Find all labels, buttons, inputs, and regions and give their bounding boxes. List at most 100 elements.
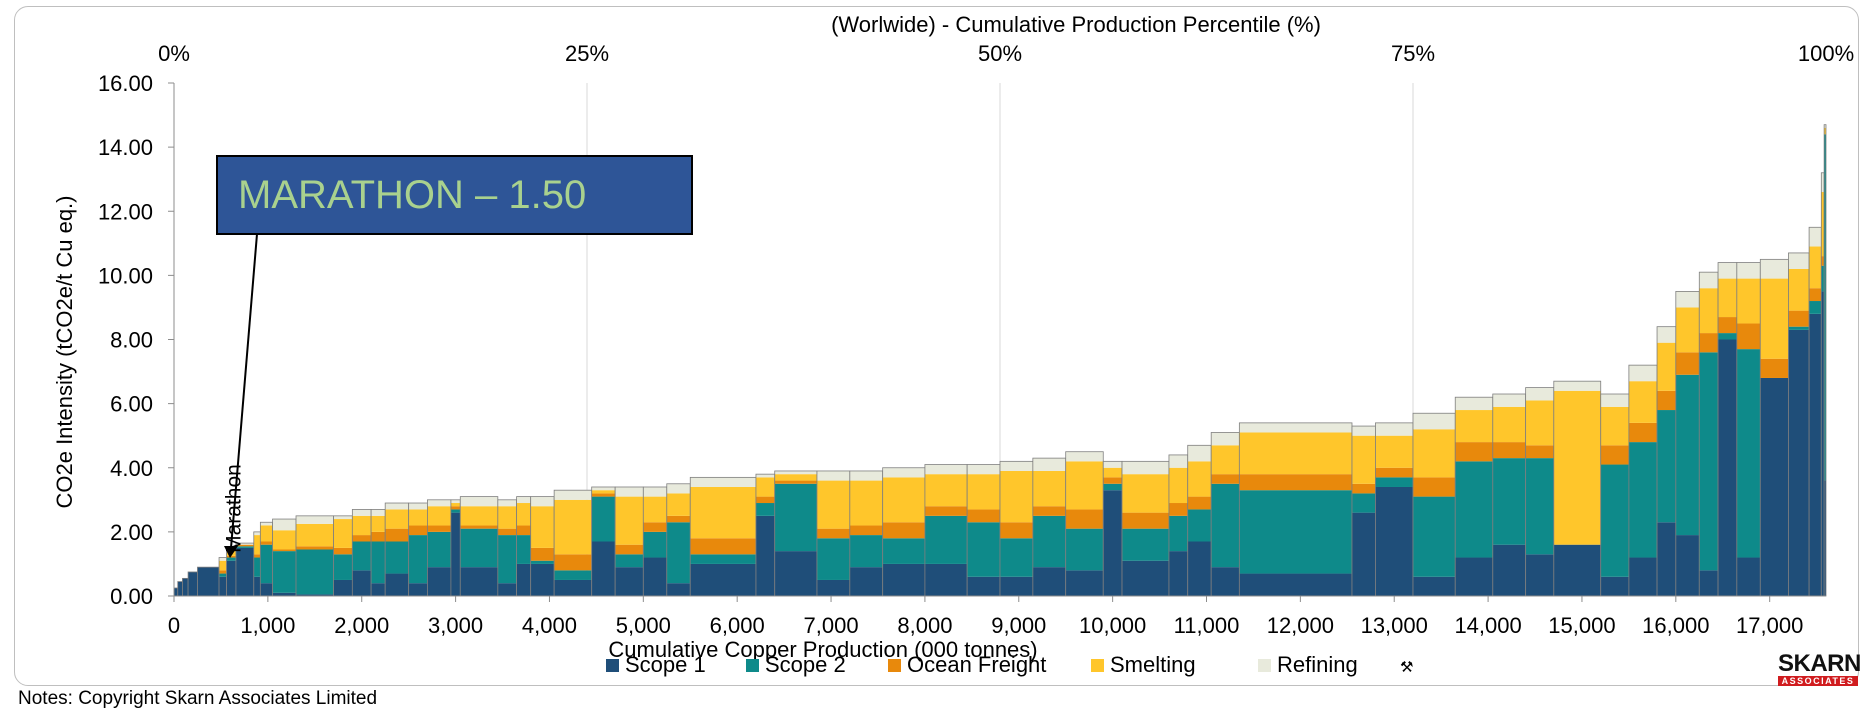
stacked-bar (1032, 457, 1067, 597)
bar-segment-refining (219, 557, 227, 561)
bar-segment-ocean-freight (1065, 509, 1104, 529)
bar-segment-scope-1 (1821, 291, 1825, 596)
bar-segment-smelting (1736, 278, 1761, 324)
bar-segment-smelting (643, 496, 667, 523)
stacked-bar (1675, 291, 1700, 597)
bar-segment-ocean-freight (1000, 522, 1033, 539)
bar-segment-scope-1 (197, 567, 220, 596)
bar-segment-refining (253, 531, 261, 536)
bar-segment-ocean-freight (816, 528, 850, 539)
legend-item-smelting: Smelting (1091, 652, 1196, 677)
x-tick-label: 8,000 (897, 613, 952, 638)
stacked-bar (1454, 396, 1494, 597)
bar-segment-scope-1 (967, 576, 1000, 596)
copyright-notes: Notes: Copyright Skarn Associates Limite… (18, 688, 378, 709)
stacked-bar (666, 483, 691, 597)
callout-arrow (230, 233, 258, 549)
bar-segment-refining (554, 490, 592, 500)
stacked-bar (755, 473, 776, 597)
y-tick-label: 16.00 (98, 71, 153, 96)
bar-segment-scope-1 (1351, 512, 1376, 596)
bar-segment-scope-1 (260, 583, 273, 596)
bar-segment-scope-1 (1103, 490, 1123, 596)
bar-segment-ocean-freight (219, 570, 227, 574)
bar-segment-refining (1675, 291, 1700, 308)
stacked-bar (591, 486, 616, 597)
bar-segment-ocean-freight (352, 535, 372, 542)
bar-segment-refining (333, 515, 353, 520)
stacked-bar (966, 464, 1001, 597)
bar-segment-scope-1 (1600, 576, 1629, 596)
bar-segment-smelting (1718, 278, 1737, 318)
bar-segment-scope-1 (1675, 535, 1700, 596)
bar-segment-scope-2 (530, 560, 555, 564)
bar-segment-scope-2 (1000, 538, 1033, 577)
bar-segment-smelting (967, 474, 1000, 510)
stacked-bar (849, 470, 884, 597)
x-tick-label: 9,000 (991, 613, 1046, 638)
y-tick-label: 0.00 (110, 584, 153, 609)
bar-segment-refining (1788, 252, 1810, 269)
legend-item-scope-1: Scope 1 (606, 652, 706, 677)
bar-segment-scope-1 (408, 583, 428, 596)
bar-segment-ocean-freight (450, 506, 461, 510)
bar-segment-ocean-freight (967, 509, 1000, 523)
bar-segment-scope-1 (385, 573, 409, 596)
stacked-bar (370, 509, 386, 597)
bar-segment-scope-2 (352, 541, 372, 571)
bar-segment-refining (1736, 262, 1761, 279)
bar-segment-refining (1168, 454, 1188, 468)
stacked-bar (182, 577, 189, 597)
bar-segment-scope-1 (774, 551, 817, 596)
bar-segment-scope-2 (408, 535, 428, 584)
bar-segment-scope-2 (924, 515, 968, 564)
bar-segment-smelting (816, 480, 850, 529)
bar-segment-refining (516, 496, 531, 504)
bar-segment-smelting (1675, 307, 1700, 353)
stacked-bar (516, 496, 532, 597)
bar-segment-smelting (385, 509, 409, 529)
bar-segment-scope-2 (385, 541, 409, 574)
stacked-bar (1210, 432, 1240, 597)
bar-segment-scope-2 (296, 549, 334, 595)
bar-segment-scope-2 (1492, 458, 1526, 545)
bar-segment-scope-1 (1187, 541, 1212, 596)
bar-segment-refining (450, 499, 461, 504)
bar-segment-scope-2 (1600, 464, 1629, 577)
bar-segment-smelting (296, 523, 334, 547)
stacked-bar (1698, 271, 1719, 597)
bar-segment-scope-2 (849, 535, 883, 568)
bar-segment-ocean-freight (385, 528, 409, 542)
bar-segment-refining (1239, 422, 1352, 433)
bar-segment-scope-2 (272, 551, 297, 593)
bar-segment-smelting (1824, 127, 1826, 135)
bar-segment-scope-1 (1760, 377, 1789, 596)
bar-segment-scope-2 (1211, 483, 1240, 568)
bar-segment-ocean-freight (1122, 512, 1169, 529)
bar-segment-ocean-freight (1718, 317, 1737, 334)
bar-segment-smelting (408, 509, 428, 526)
bar-segment-scope-2 (1103, 483, 1123, 491)
bar-segment-smelting (530, 506, 555, 548)
bar-segment-scope-2 (235, 546, 254, 548)
bar-segment-refining (1032, 458, 1066, 471)
x-tick-label: 1,000 (240, 613, 295, 638)
bar-segment-scope-1 (182, 578, 189, 596)
bar-segment-smelting (1525, 400, 1554, 446)
bar-segment-ocean-freight (774, 480, 817, 484)
bar-segment-ocean-freight (1375, 467, 1413, 478)
x-tick-label: 12,000 (1267, 613, 1334, 638)
legend-label: Scope 1 (625, 652, 706, 677)
bar-segment-scope-2 (1239, 490, 1352, 574)
bar-segment-ocean-freight (530, 547, 555, 561)
y-tick-label: 14.00 (98, 135, 153, 160)
bar-segment-scope-2 (1824, 134, 1826, 481)
stacked-bar (427, 499, 452, 597)
stacked-bar (1628, 364, 1658, 597)
bar-segment-smelting (1032, 470, 1066, 507)
bar-segment-refining (1455, 397, 1493, 411)
bar-segment-refining (690, 477, 756, 487)
stacked-bar (1759, 258, 1789, 597)
bar-segment-refining (460, 496, 498, 507)
bar-segment-ocean-freight (643, 522, 667, 532)
